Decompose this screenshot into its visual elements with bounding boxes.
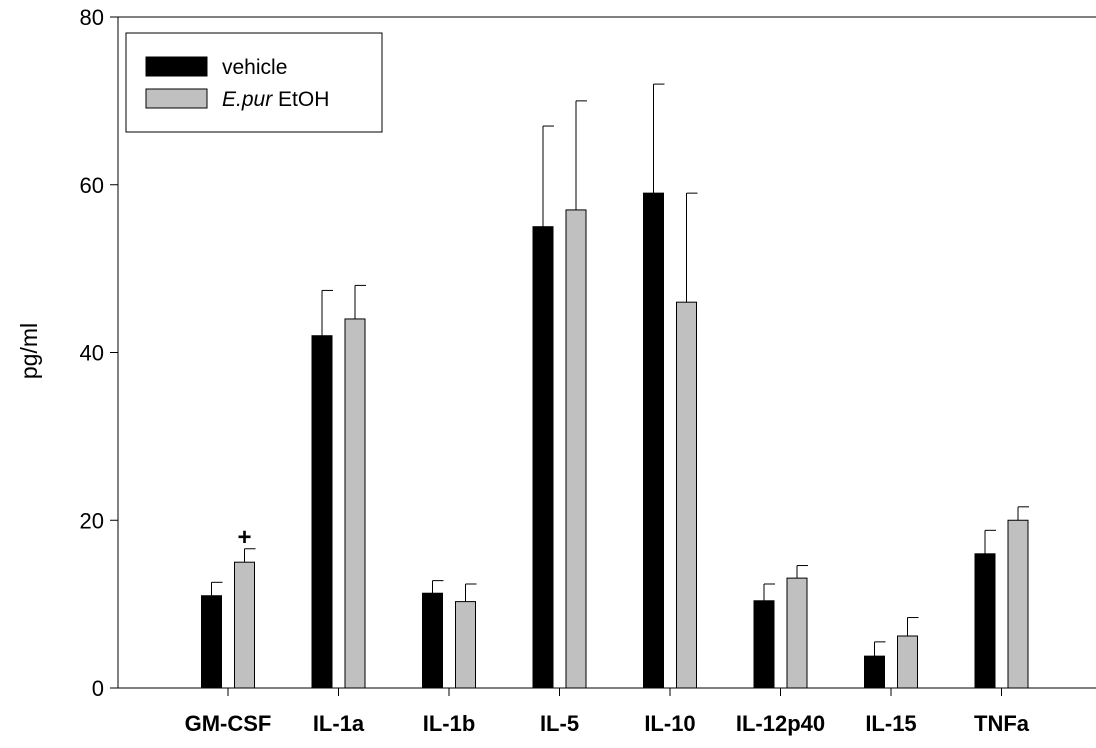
bar-il-12p40-series-0 (753, 600, 775, 689)
x-tick-label-tnfa: TNFa (974, 711, 1030, 736)
bar-il-12p40-series-1 (786, 577, 808, 689)
legend-label-epur-rest: EtOH (272, 88, 329, 111)
legend-box (125, 32, 383, 133)
bar-il-10-series-0 (643, 192, 664, 689)
bar-il-15-series-0 (864, 655, 885, 689)
y-axis: 0 20 40 60 80 (80, 5, 118, 701)
bar-il-1a-series-0 (311, 335, 333, 689)
bar-il-15-series-1 (897, 635, 918, 689)
y-tick-label-3: 60 (80, 173, 104, 198)
x-axis: GM-CSF IL-1a IL-1b IL-5 IL-10 IL-12p40 IL-15 TN… (185, 688, 1030, 736)
x-tick-label-il-1b: IL-1b (423, 711, 476, 736)
y-axis-label: pg/ml (16, 323, 42, 379)
bar-il-1b-series-1 (455, 601, 476, 689)
bar-gm-csf-series-0 (201, 595, 222, 689)
x-tick-label-il-1a: IL-1a (313, 711, 365, 736)
y-tick-label-1: 20 (80, 508, 104, 533)
x-tick-label-gm-csf: GM-CSF (185, 711, 272, 736)
legend-label-epur-italic: E.pur (222, 88, 273, 111)
x-tick-label-il-15: IL-15 (865, 711, 916, 736)
y-tick-label-4: 80 (80, 5, 104, 30)
y-tick-label-2: 40 (80, 341, 104, 366)
x-tick-label-il-5: IL-5 (540, 711, 579, 736)
x-tick-label-il-12p40: IL-12p40 (736, 711, 825, 736)
legend-label-vehicle: vehicle (222, 56, 287, 79)
legend-swatch-vehicle (145, 56, 208, 77)
bar-tnfa-series-1 (1007, 519, 1029, 689)
bar-tnfa-series-0 (974, 553, 996, 689)
bar-il-5-series-0 (532, 226, 554, 689)
annotation-0: + (237, 524, 251, 551)
y-tick-label-0: 0 (92, 676, 104, 701)
bar-il-10-series-1 (676, 301, 697, 689)
x-tick-label-il-10: IL-10 (644, 711, 695, 736)
bar-il-1a-series-1 (344, 318, 366, 689)
bar-il-5-series-1 (565, 209, 587, 689)
legend-swatch-epur (145, 88, 208, 109)
annotations: + (237, 524, 251, 551)
error-bars (211, 83, 1029, 657)
bar-gm-csf-series-1 (234, 561, 255, 689)
legend: vehicle E.pur EtOH (125, 32, 383, 133)
legend-label-epur: E.pur EtOH (222, 88, 329, 111)
bar-il-1b-series-0 (422, 592, 443, 689)
bars (201, 192, 1029, 689)
